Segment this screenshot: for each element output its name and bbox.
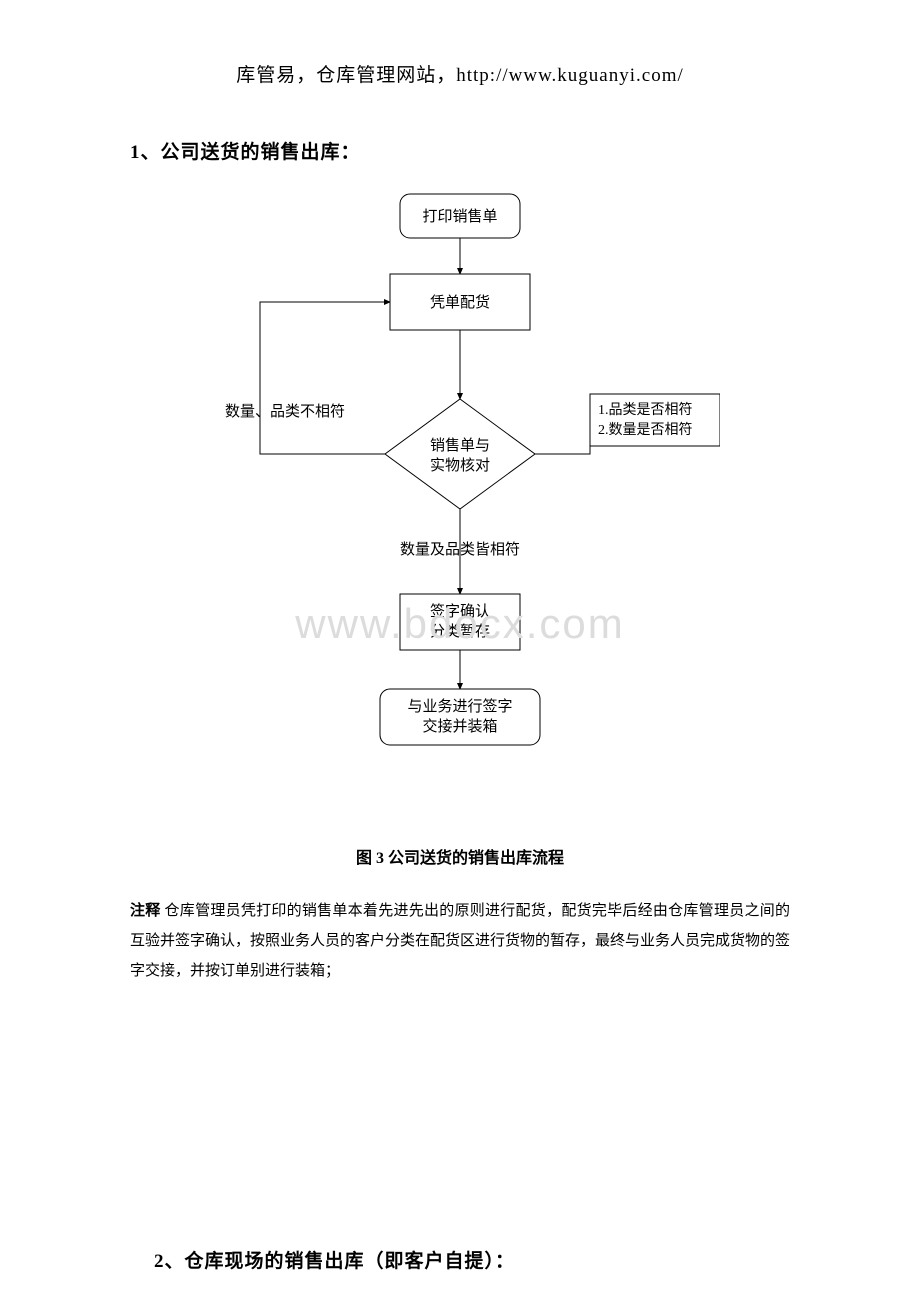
svg-text:数量及品类皆相符: 数量及品类皆相符 (400, 541, 520, 558)
section-2-title: 2、仓库现场的销售出库（即客户自提）： (154, 1246, 790, 1273)
figure-caption: 图 3 公司送货的销售出库流程 (130, 844, 790, 868)
flowchart: 打印销售单凭单配货销售单与实物核对签字确认分类暂存与业务进行签字交接并装箱 1.品… (200, 184, 720, 804)
note-body: 仓库管理员凭打印的销售单本着先进先出的原则进行配货，配货完毕后经由仓库管理员之间… (130, 903, 790, 979)
page-header: 库管易，仓库管理网站，http://www.kuguanyi.com/ (130, 60, 790, 87)
section-1-title: 1、公司送货的销售出库： (130, 137, 790, 164)
svg-text:签字确认: 签字确认 (430, 603, 490, 620)
svg-text:分类暂存: 分类暂存 (430, 623, 490, 640)
svg-text:销售单与: 销售单与 (430, 437, 490, 454)
svg-text:凭单配货: 凭单配货 (430, 294, 490, 311)
svg-text:交接并装箱: 交接并装箱 (422, 717, 497, 735)
svg-text:与业务进行签字: 与业务进行签字 (407, 698, 512, 715)
svg-text:1.品类是否相符: 1.品类是否相符 (598, 402, 693, 418)
note-paragraph: 注释 仓库管理员凭打印的销售单本着先进先出的原则进行配货，配货完毕后经由仓库管理… (130, 896, 790, 986)
svg-text:打印销售单: 打印销售单 (422, 208, 497, 225)
svg-text:数量、品类不相符: 数量、品类不相符 (225, 403, 345, 420)
svg-text:实物核对: 实物核对 (430, 457, 490, 474)
svg-text:2.数量是否相符: 2.数量是否相符 (598, 422, 693, 438)
flowchart-container: 打印销售单凭单配货销售单与实物核对签字确认分类暂存与业务进行签字交接并装箱 1.品… (130, 184, 790, 804)
note-label: 注释 (130, 903, 161, 919)
